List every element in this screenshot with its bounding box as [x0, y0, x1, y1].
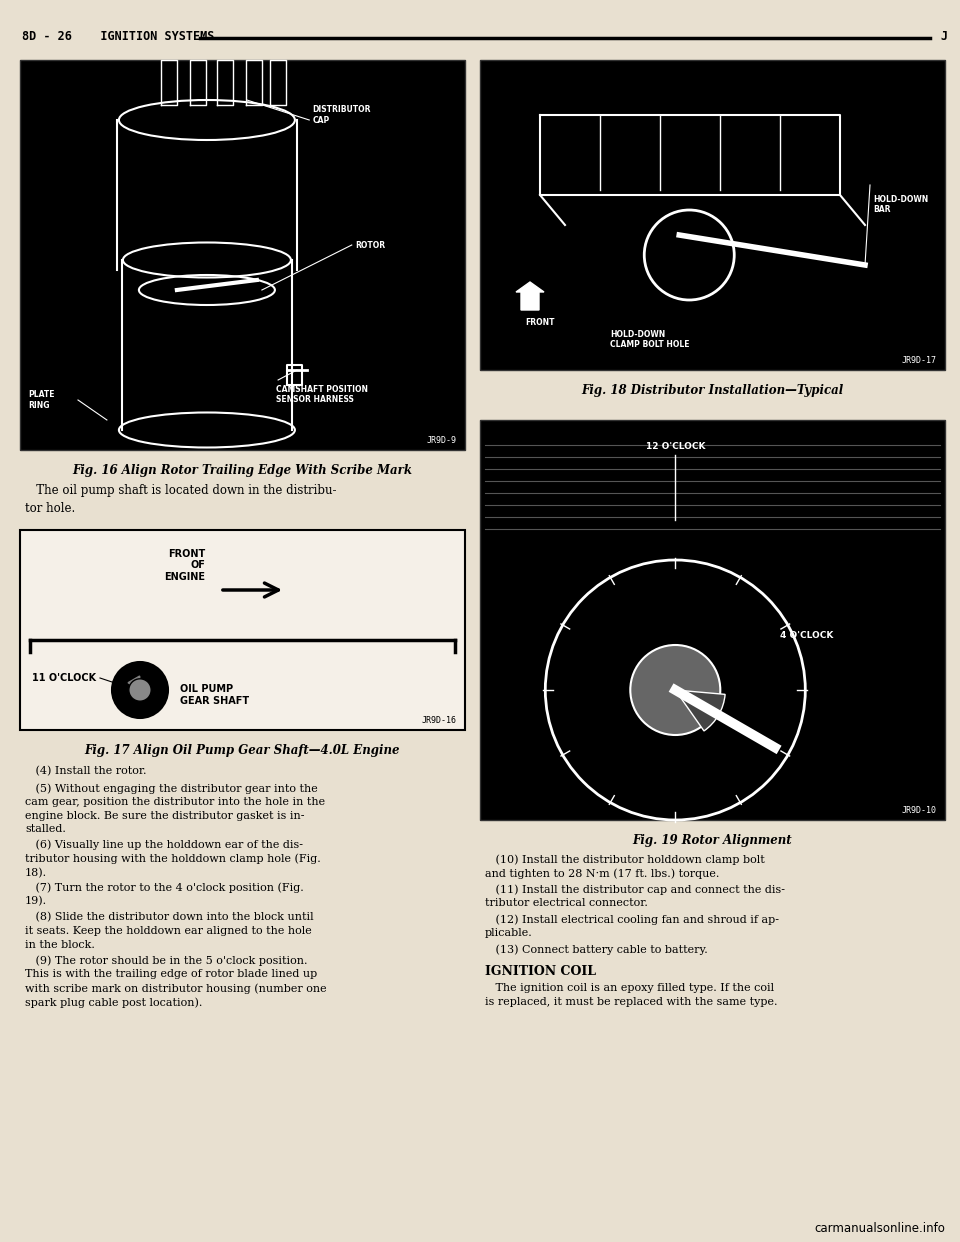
Text: IGNITION COIL: IGNITION COIL: [485, 965, 596, 977]
Text: CAMSHAFT POSITION
SENSOR HARNESS: CAMSHAFT POSITION SENSOR HARNESS: [276, 385, 368, 405]
Text: (12) Install electrical cooling fan and shroud if ap-
plicable.: (12) Install electrical cooling fan and …: [485, 914, 779, 938]
Polygon shape: [128, 676, 140, 691]
Text: Fig. 19 Rotor Alignment: Fig. 19 Rotor Alignment: [633, 833, 792, 847]
Text: J: J: [940, 30, 948, 43]
Bar: [20, 530, 465, 730]
Text: Fig. 18 Distributor Installation—Typical: Fig. 18 Distributor Installation—Typical: [581, 384, 843, 397]
Circle shape: [112, 662, 168, 718]
Text: (8) Slide the distributor down into the block until
it seats. Keep the holddown : (8) Slide the distributor down into the …: [25, 912, 314, 950]
Text: JR9D-10: JR9D-10: [902, 806, 937, 815]
Text: (5) Without engaging the distributor gear into the
cam gear, position the distri: (5) Without engaging the distributor gea…: [25, 782, 325, 835]
Text: HOLD-DOWN
BAR: HOLD-DOWN BAR: [873, 195, 928, 215]
Text: 4 O'CLOCK: 4 O'CLOCK: [780, 631, 833, 640]
Text: (9) The rotor should be in the 5 o'clock position.
This is with the trailing edg: (9) The rotor should be in the 5 o'clock…: [25, 955, 326, 1009]
Wedge shape: [675, 691, 725, 732]
Circle shape: [631, 645, 720, 735]
Text: The ignition coil is an epoxy filled type. If the coil
is replaced, it must be r: The ignition coil is an epoxy filled typ…: [485, 982, 778, 1006]
Text: (10) Install the distributor holddown clamp bolt
and tighten to 28 N·m (17 ft. l: (10) Install the distributor holddown cl…: [485, 854, 765, 879]
Bar: [480, 420, 945, 820]
Text: FRONT
OF
ENGINE: FRONT OF ENGINE: [164, 549, 205, 582]
Text: Fig. 16 Align Rotor Trailing Edge With Scribe Mark: Fig. 16 Align Rotor Trailing Edge With S…: [72, 465, 412, 477]
Text: DISTRIBUTOR
CAP: DISTRIBUTOR CAP: [312, 106, 371, 124]
Text: (13) Connect battery cable to battery.: (13) Connect battery cable to battery.: [485, 944, 708, 955]
Text: 11 O'CLOCK: 11 O'CLOCK: [32, 673, 96, 683]
Text: FRONT: FRONT: [525, 318, 555, 327]
Text: JR9D-16: JR9D-16: [422, 715, 457, 725]
Text: (7) Turn the rotor to the 4 o'clock position (Fig.
19).: (7) Turn the rotor to the 4 o'clock posi…: [25, 882, 303, 907]
Text: 8D - 26    IGNITION SYSTEMS: 8D - 26 IGNITION SYSTEMS: [22, 30, 214, 43]
Text: (11) Install the distributor cap and connect the dis-
tributor electrical connec: (11) Install the distributor cap and con…: [485, 884, 785, 908]
Text: The oil pump shaft is located down in the distribu-
tor hole.: The oil pump shaft is located down in th…: [25, 484, 337, 515]
Text: HOLD-DOWN
CLAMP BOLT HOLE: HOLD-DOWN CLAMP BOLT HOLE: [610, 330, 689, 349]
Text: PLATE
RING: PLATE RING: [28, 390, 55, 410]
Text: OIL PUMP
GEAR SHAFT: OIL PUMP GEAR SHAFT: [180, 684, 250, 705]
Text: ROTOR: ROTOR: [356, 241, 386, 250]
Bar: [480, 60, 945, 370]
FancyArrow shape: [516, 282, 544, 310]
Text: Fig. 17 Align Oil Pump Gear Shaft—4.0L Engine: Fig. 17 Align Oil Pump Gear Shaft—4.0L E…: [84, 744, 399, 758]
Text: carmanualsonline.info: carmanualsonline.info: [814, 1222, 945, 1235]
Circle shape: [129, 679, 151, 702]
Text: (6) Visually line up the holddown ear of the dis-
tributor housing with the hold: (6) Visually line up the holddown ear of…: [25, 840, 321, 878]
Text: JR9D-17: JR9D-17: [902, 356, 937, 365]
Text: JR9D-9: JR9D-9: [427, 436, 457, 445]
Text: (4) Install the rotor.: (4) Install the rotor.: [25, 766, 147, 776]
Text: 12 O'CLOCK: 12 O'CLOCK: [645, 442, 705, 451]
Bar: [20, 60, 465, 450]
